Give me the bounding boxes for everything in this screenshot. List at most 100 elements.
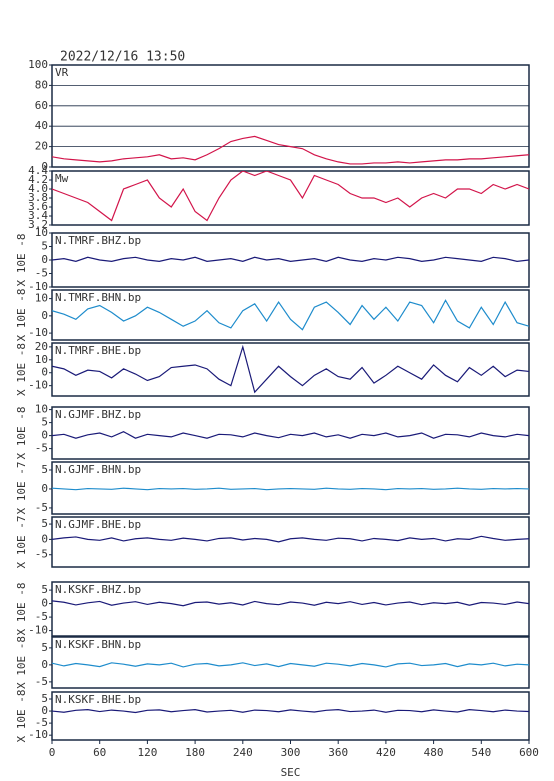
waveform [52, 431, 529, 439]
y-axis-label: X 10E -7 [15, 462, 28, 515]
waveform [52, 662, 529, 668]
y-axis-label: X 10E -7 [15, 516, 28, 569]
y-tick-label: -10 [28, 624, 48, 637]
panel-frame [51, 581, 530, 637]
y-tick-label: 3.2 [28, 218, 48, 231]
y-tick-label: 3.6 [28, 200, 48, 213]
panel-label: N.GJMF.BHN.bp [55, 463, 141, 476]
waveform [52, 709, 529, 714]
panel-frame [51, 170, 530, 226]
y-tick-label: 0 [41, 429, 48, 442]
y-tick-label: -5 [35, 267, 48, 280]
y-tick-label: 0 [41, 366, 48, 379]
panel-frame [51, 64, 530, 168]
y-axis-label: X 10E -8 [15, 583, 28, 636]
panel-label: N.KSKF.BHZ.bp [55, 583, 141, 596]
y-tick-label: -5 [35, 501, 48, 514]
y-tick-label: 20 [35, 340, 48, 353]
panel-label: N.TMRF.BHN.bp [55, 291, 141, 304]
x-tick-label: 420 [376, 746, 396, 759]
y-axis-label: X 10E -8 [15, 636, 28, 689]
y-tick-label: 0 [41, 482, 48, 495]
y-tick-label: 5 [41, 583, 48, 596]
waveform [52, 487, 529, 491]
y-tick-label: -10 [28, 280, 48, 293]
y-tick-label: 0 [41, 597, 48, 610]
x-tick-label: 180 [185, 746, 205, 759]
x-tick-label: 60 [93, 746, 106, 759]
y-tick-label: 5 [41, 692, 48, 705]
waveform [52, 256, 529, 262]
y-tick-label: -5 [35, 442, 48, 455]
y-tick-label: 10 [35, 292, 48, 305]
y-tick-label: 5 [41, 463, 48, 476]
x-axis-label: SEC [281, 766, 301, 779]
x-tick-label: 600 [519, 746, 539, 759]
y-tick-label: -10 [28, 379, 48, 392]
y-tick-label: -5 [35, 548, 48, 561]
panel-frame [51, 636, 530, 689]
y-tick-label: 5 [41, 240, 48, 253]
panel-label: N.KSKF.BHE.bp [55, 693, 141, 706]
y-tick-label: 3.4 [28, 209, 48, 222]
y-axis-label: X 10E -8 [15, 234, 28, 287]
y-tick-label: -5 [35, 716, 48, 729]
y-tick-label: 0 [41, 253, 48, 266]
x-tick-label: 300 [281, 746, 301, 759]
y-tick-label: 100 [28, 58, 48, 71]
y-tick-label: 80 [35, 78, 48, 91]
waveform [52, 299, 529, 331]
y-tick-label: -10 [28, 728, 48, 741]
y-axis-label: X 10E -8 [15, 690, 28, 743]
panel-label: Mw [55, 172, 69, 185]
y-tick-label: 5 [41, 641, 48, 654]
y-tick-label: 3.8 [28, 191, 48, 204]
y-tick-label: -10 [28, 326, 48, 339]
panel-label: N.TMRF.BHZ.bp [55, 234, 141, 247]
y-tick-label: 10 [35, 226, 48, 239]
panel-label: N.TMRF.BHE.bp [55, 344, 141, 357]
y-tick-label: 0 [41, 309, 48, 322]
y-tick-label: 4.0 [28, 182, 48, 195]
panel-frame [51, 406, 530, 460]
x-tick-label: 240 [233, 746, 253, 759]
y-tick-label: 20 [35, 140, 48, 153]
y-axis-label: X 10E -8 [15, 289, 28, 342]
y-tick-label: 0 [41, 704, 48, 717]
waveform [52, 135, 529, 165]
y-axis-label: X 10E -8 [15, 407, 28, 460]
y-tick-label: 0 [41, 160, 48, 173]
waveform [52, 600, 529, 607]
panel-frame [51, 461, 530, 515]
waveform [52, 344, 529, 394]
waveform [52, 535, 529, 543]
y-tick-label: 10 [35, 353, 48, 366]
x-tick-label: 540 [471, 746, 491, 759]
y-tick-label: 5 [41, 416, 48, 429]
x-tick-label: 0 [49, 746, 56, 759]
panel-label: N.GJMF.BHE.bp [55, 518, 141, 531]
y-axis-label: X 10E -8 [15, 343, 28, 396]
panel-label: VR [55, 66, 69, 79]
panel-frame [51, 516, 530, 568]
panel-frame [51, 289, 530, 341]
x-tick-label: 120 [137, 746, 157, 759]
x-tick-label: 480 [424, 746, 444, 759]
y-tick-label: 0 [41, 532, 48, 545]
panel-label: N.KSKF.BHN.bp [55, 638, 141, 651]
y-tick-label: 4.4 [28, 164, 48, 177]
y-tick-label: 40 [35, 119, 48, 132]
y-tick-label: -5 [35, 610, 48, 623]
panel-label: N.GJMF.BHZ.bp [55, 408, 141, 421]
waveform [52, 171, 529, 222]
y-tick-label: 10 [35, 403, 48, 416]
y-tick-label: 60 [35, 99, 48, 112]
panel-frame [51, 342, 530, 397]
y-tick-label: -5 [35, 675, 48, 688]
chart-title: 2022/12/16 13:50 [60, 50, 185, 65]
x-tick-label: 360 [328, 746, 348, 759]
y-tick-label: 4.2 [28, 173, 48, 186]
y-tick-label: 5 [41, 517, 48, 530]
